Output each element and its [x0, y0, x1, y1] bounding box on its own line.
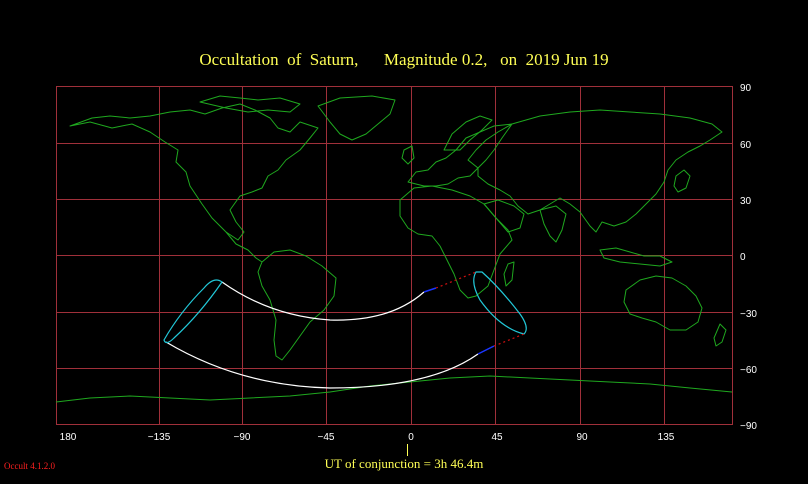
- coast-central-america: [225, 231, 263, 263]
- coast-india: [539, 205, 567, 243]
- lat-label: 0: [740, 252, 746, 263]
- coast-arabia: [483, 199, 525, 233]
- coastlines: [55, 95, 733, 403]
- southern-limit: [165, 341, 479, 389]
- lat-label: −30: [740, 309, 757, 320]
- coast-south-america: [257, 249, 337, 361]
- conjunction-marker: [407, 444, 408, 456]
- lat-label: 60: [740, 140, 752, 151]
- coast-madagascar: [503, 261, 515, 287]
- conjunction-time: UT of conjunction = 3h 46.4m: [324, 456, 484, 471]
- coast-british-isles: [401, 145, 415, 165]
- coast-antarctica: [55, 375, 733, 403]
- lat-label: 30: [740, 196, 752, 207]
- north-daylight-dots: [435, 271, 477, 289]
- coast-africa: [399, 185, 513, 299]
- coast-scandinavia: [443, 115, 493, 151]
- lon-label: −90: [234, 432, 251, 443]
- lon-label: 0: [408, 432, 414, 443]
- software-version: Occult 4.1.2.0: [4, 461, 55, 471]
- coast-australia: [623, 275, 703, 331]
- eastern-limit-ellipse: [473, 271, 527, 335]
- south-terminator-segment: [477, 345, 495, 355]
- coast-new-zealand: [713, 323, 727, 347]
- coast-japan: [673, 169, 691, 193]
- occultation-path: [163, 271, 527, 389]
- coast-indonesia: [599, 247, 673, 267]
- south-daylight-dots: [493, 333, 525, 347]
- lon-label: −135: [148, 432, 171, 443]
- lat-label: 90: [740, 83, 752, 94]
- chart-title: Occultation of Saturn, Magnitude 0.2, on…: [199, 50, 609, 69]
- coast-asia: [477, 109, 723, 233]
- coast-arctic-islands: [199, 95, 301, 113]
- coast-north-america: [69, 103, 319, 241]
- graticule: [56, 86, 732, 424]
- lon-label: −45: [318, 432, 335, 443]
- lat-label: −60: [740, 365, 757, 376]
- lon-label: 90: [576, 432, 588, 443]
- coast-greenland: [317, 95, 396, 141]
- lat-label: −90: [740, 421, 757, 432]
- lon-label: 180: [60, 432, 77, 443]
- northern-limit: [221, 281, 425, 321]
- lon-label: 135: [658, 432, 675, 443]
- north-terminator-segment: [423, 287, 437, 293]
- coast-europe: [407, 123, 513, 187]
- western-limit-ellipse: [163, 279, 223, 344]
- lon-label: 45: [491, 432, 503, 443]
